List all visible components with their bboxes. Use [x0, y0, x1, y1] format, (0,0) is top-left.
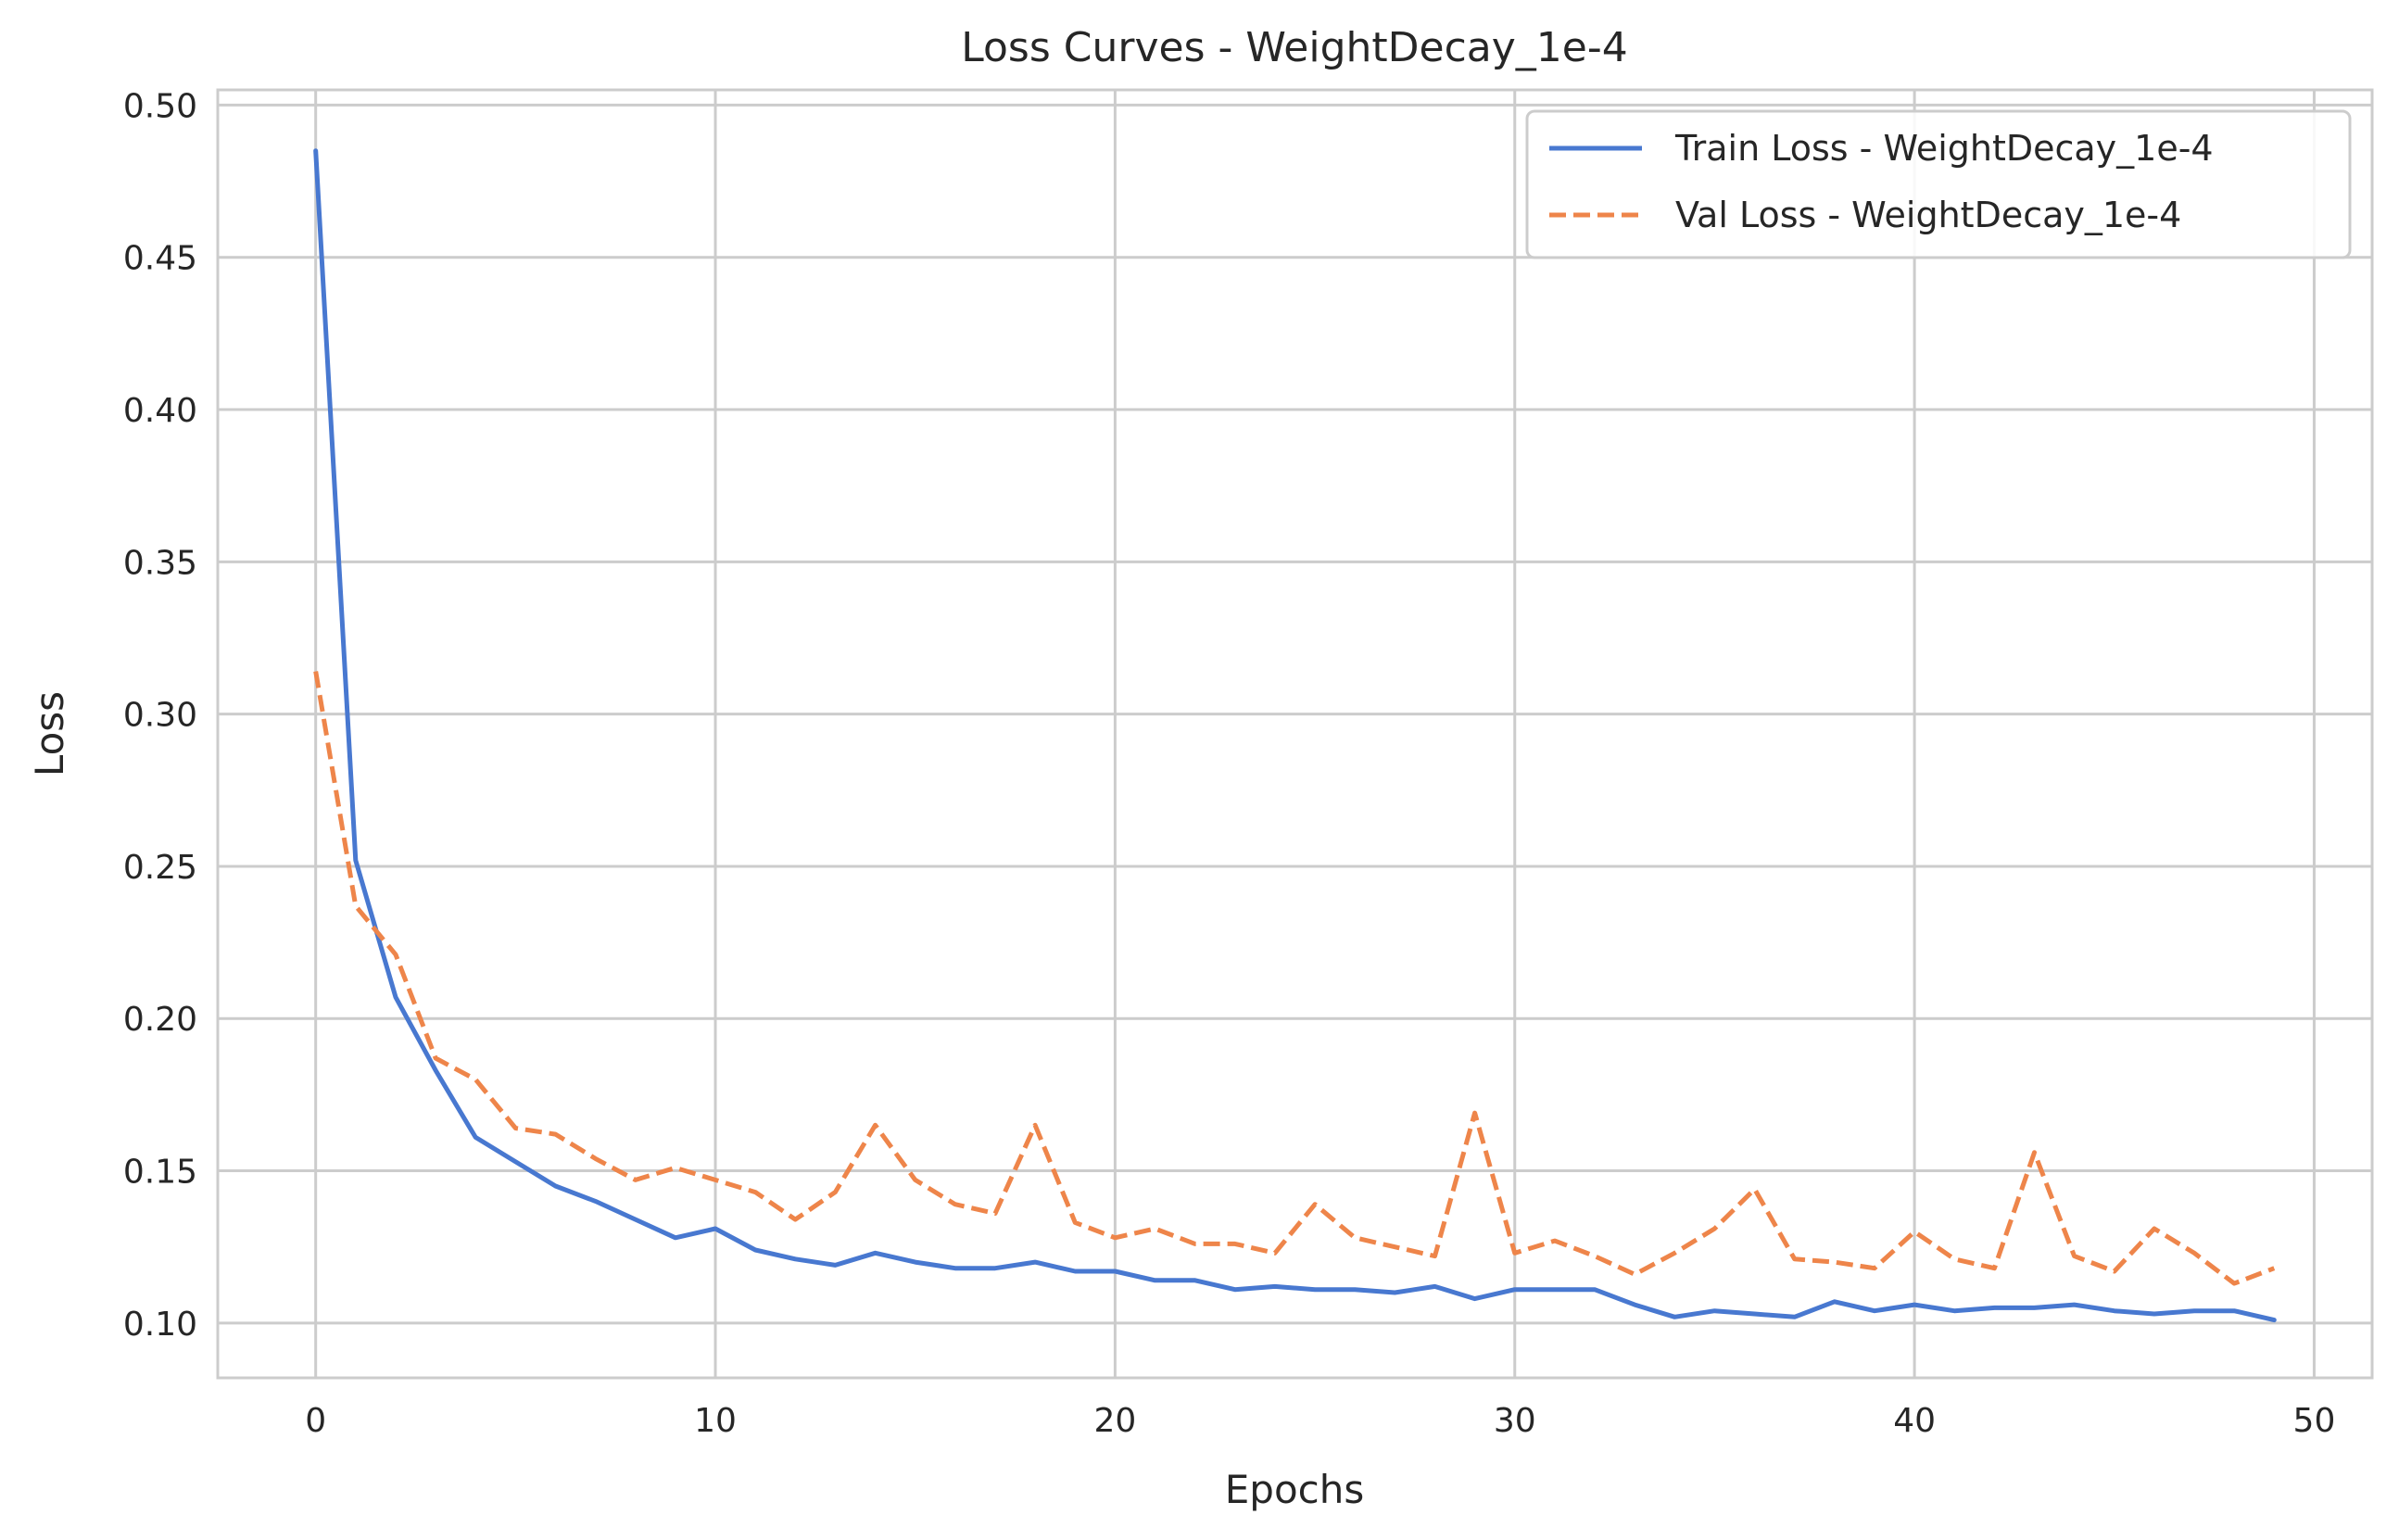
x-axis-label: Epochs [1225, 1467, 1365, 1512]
legend-box [1525, 109, 2352, 259]
y-gridlines [218, 103, 2372, 1325]
x-gridlines [314, 90, 2316, 1378]
x-tick-label: 30 [1494, 1402, 1536, 1440]
y-tick-labels: 0.10 0.15 0.20 0.25 0.30 0.35 0.40 0.45 0.50 [123, 87, 197, 1343]
plot-area [218, 90, 2372, 1378]
y-tick-label: 0.10 [123, 1306, 197, 1344]
x-tick-label: 20 [1093, 1402, 1136, 1440]
y-tick-label: 0.35 [123, 544, 197, 582]
chart-title: Loss Curves - WeightDecay_1e-4 [961, 24, 1627, 71]
series-line-train [313, 148, 2277, 1323]
legend: Train Loss - WeightDecay_1e-4 Val Loss -… [1525, 109, 2352, 259]
series-layer [313, 148, 2277, 1323]
y-tick-label: 0.15 [123, 1154, 197, 1192]
x-tick-label: 10 [694, 1402, 737, 1440]
x-tick-label: 50 [2293, 1402, 2336, 1440]
y-tick-label: 0.45 [123, 240, 197, 278]
y-tick-label: 0.30 [123, 697, 197, 735]
series-line-val [313, 671, 2276, 1286]
legend-label-train: Train Loss - WeightDecay_1e-4 [1674, 128, 2214, 169]
x-tick-label: 40 [1893, 1402, 1936, 1440]
x-tick-label: 0 [305, 1402, 326, 1440]
plot-frame [216, 88, 2374, 1380]
legend-label-val: Val Loss - WeightDecay_1e-4 [1675, 195, 2181, 235]
y-tick-label: 0.50 [123, 87, 197, 125]
y-axis-label: Loss [27, 691, 72, 776]
y-tick-label: 0.25 [123, 849, 197, 887]
x-tick-labels: 0 10 20 30 40 50 [305, 1402, 2335, 1440]
y-tick-label: 0.20 [123, 1001, 197, 1039]
y-tick-label: 0.40 [123, 392, 197, 430]
